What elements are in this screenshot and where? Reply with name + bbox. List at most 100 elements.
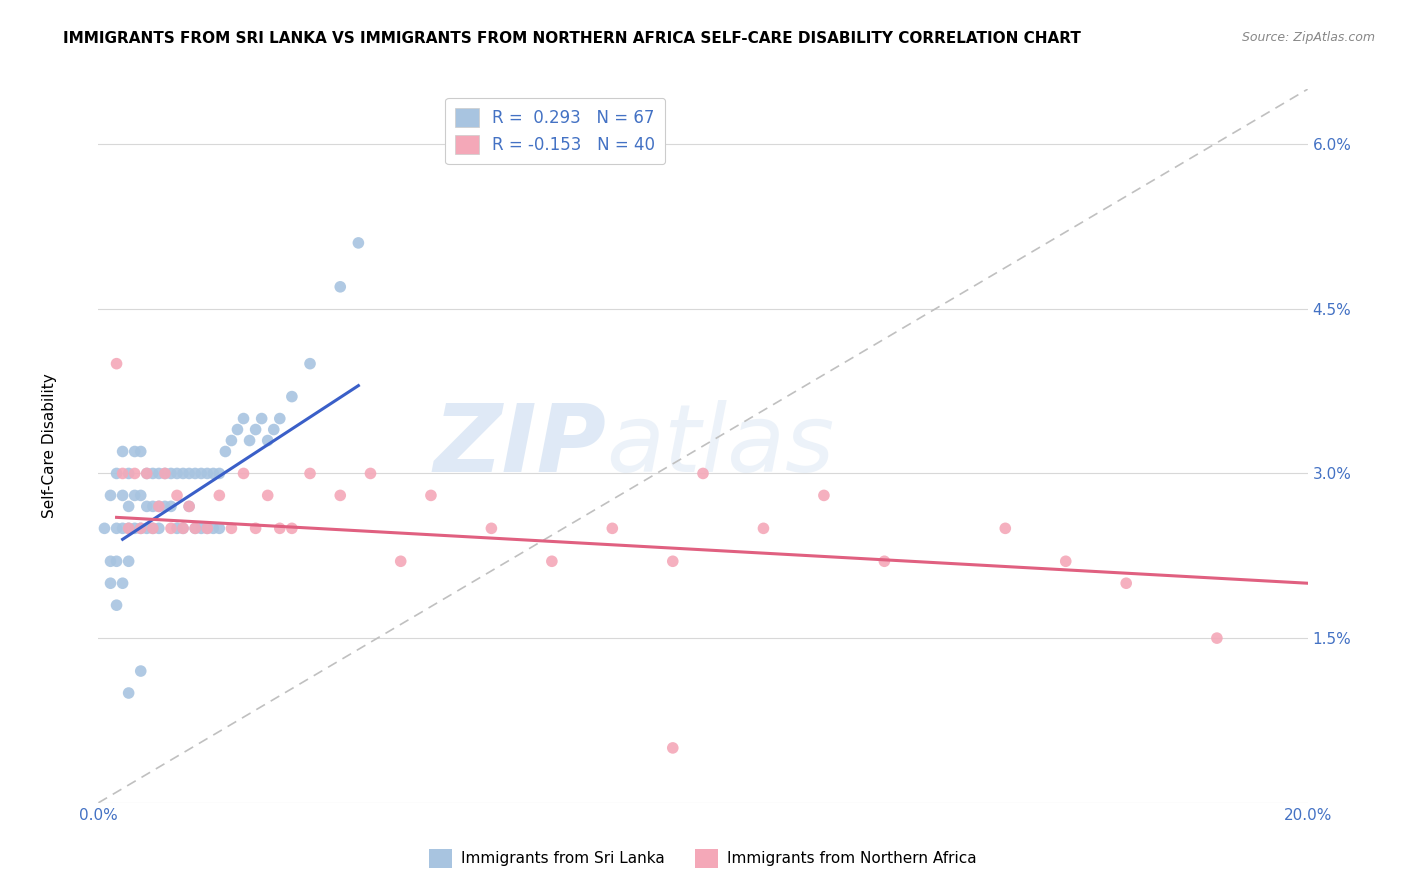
Point <box>256 434 278 448</box>
Point <box>118 554 141 568</box>
Point <box>195 521 218 535</box>
Point <box>347 235 370 250</box>
Point <box>129 521 152 535</box>
Point <box>389 554 412 568</box>
Point <box>263 423 285 437</box>
Point <box>124 467 146 481</box>
Point <box>111 521 134 535</box>
Point <box>129 488 152 502</box>
Point <box>245 521 267 535</box>
Point <box>269 411 291 425</box>
Point <box>166 488 188 502</box>
Point <box>100 488 122 502</box>
Point <box>135 467 157 481</box>
Point <box>226 423 249 437</box>
Text: atlas: atlas <box>606 401 835 491</box>
Point <box>256 488 278 502</box>
Point <box>661 740 683 755</box>
Point <box>202 521 225 535</box>
Point <box>148 467 170 481</box>
Point <box>184 521 207 535</box>
Point <box>142 521 165 535</box>
Point <box>195 467 218 481</box>
Point <box>221 521 243 535</box>
Point <box>105 598 128 612</box>
Point <box>118 467 141 481</box>
Point <box>160 467 183 481</box>
Point <box>129 444 152 458</box>
Point <box>208 467 231 481</box>
Point <box>190 467 212 481</box>
Point <box>160 521 183 535</box>
Point <box>142 467 165 481</box>
Point <box>1206 631 1229 645</box>
Point <box>148 500 170 514</box>
Point <box>124 444 146 458</box>
Point <box>208 488 231 502</box>
Point <box>153 467 176 481</box>
Point <box>135 521 157 535</box>
Point <box>994 521 1017 535</box>
Point <box>813 488 835 502</box>
Point <box>281 521 304 535</box>
Legend: R =  0.293   N = 67, R = -0.153   N = 40: R = 0.293 N = 67, R = -0.153 N = 40 <box>446 97 665 164</box>
Point <box>190 521 212 535</box>
Text: ZIP: ZIP <box>433 400 606 492</box>
Point <box>692 467 714 481</box>
Point <box>111 444 134 458</box>
Point <box>100 576 122 591</box>
Legend: Immigrants from Sri Lanka, Immigrants from Northern Africa: Immigrants from Sri Lanka, Immigrants fr… <box>423 843 983 873</box>
Point <box>118 521 141 535</box>
Point <box>661 554 683 568</box>
Point <box>360 467 382 481</box>
Point <box>153 500 176 514</box>
Point <box>148 521 170 535</box>
Point <box>142 521 165 535</box>
Point <box>111 467 134 481</box>
Point <box>105 357 128 371</box>
Point <box>135 467 157 481</box>
Point <box>166 521 188 535</box>
Point <box>281 390 304 404</box>
Point <box>179 500 201 514</box>
Point <box>232 467 254 481</box>
Point <box>172 521 194 535</box>
Text: IMMIGRANTS FROM SRI LANKA VS IMMIGRANTS FROM NORTHERN AFRICA SELF-CARE DISABILIT: IMMIGRANTS FROM SRI LANKA VS IMMIGRANTS … <box>63 31 1081 46</box>
Point <box>184 467 207 481</box>
Point <box>100 554 122 568</box>
Point <box>221 434 243 448</box>
Point <box>540 554 562 568</box>
Point <box>1054 554 1077 568</box>
Point <box>129 521 152 535</box>
Point <box>232 411 254 425</box>
Point <box>135 500 157 514</box>
Point <box>111 488 134 502</box>
Point <box>124 521 146 535</box>
Point <box>202 467 225 481</box>
Text: Source: ZipAtlas.com: Source: ZipAtlas.com <box>1241 31 1375 45</box>
Point <box>299 357 322 371</box>
Point <box>420 488 443 502</box>
Point <box>166 467 188 481</box>
Point <box>179 467 201 481</box>
Point <box>142 500 165 514</box>
Point <box>124 488 146 502</box>
Point <box>105 554 128 568</box>
Point <box>179 500 201 514</box>
Point <box>208 521 231 535</box>
Point <box>329 280 352 294</box>
Point <box>93 521 115 535</box>
Point <box>118 500 141 514</box>
Point <box>195 521 218 535</box>
Point <box>153 467 176 481</box>
Point <box>245 423 267 437</box>
Point <box>214 444 236 458</box>
Point <box>1115 576 1137 591</box>
Point <box>184 521 207 535</box>
Point <box>172 467 194 481</box>
Point <box>105 467 128 481</box>
Point <box>160 500 183 514</box>
Point <box>239 434 262 448</box>
Point <box>250 411 273 425</box>
Point <box>148 500 170 514</box>
